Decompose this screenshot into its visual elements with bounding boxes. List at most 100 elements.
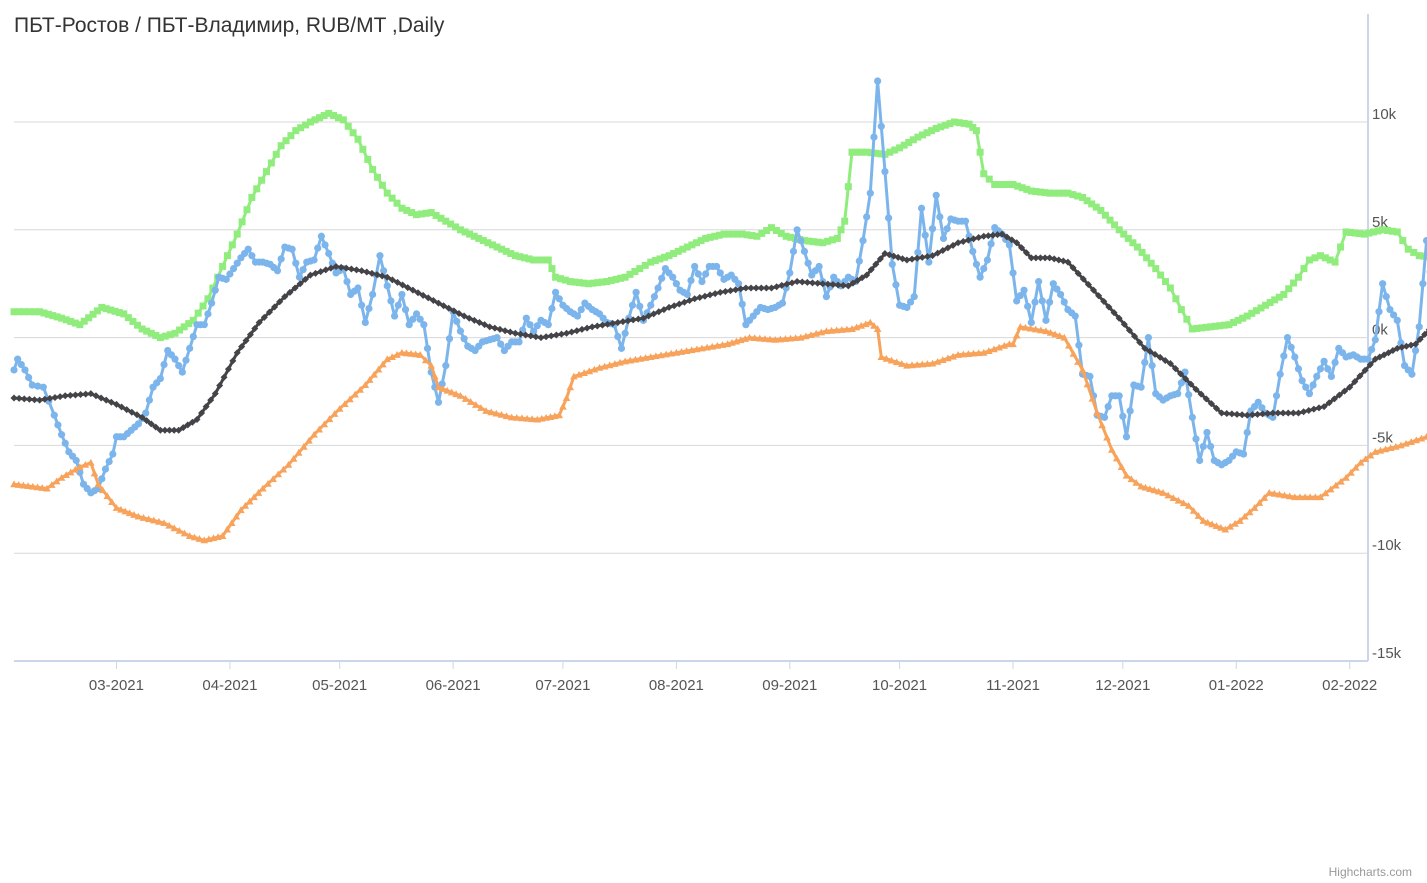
data-point[interactable] (1138, 248, 1146, 256)
data-point[interactable] (1018, 244, 1026, 252)
data-point[interactable] (1221, 525, 1230, 533)
data-point[interactable] (1111, 221, 1119, 229)
data-point[interactable] (734, 230, 742, 238)
data-point[interactable] (607, 276, 615, 284)
data-point[interactable] (660, 253, 668, 261)
data-point[interactable] (1088, 200, 1096, 208)
data-point[interactable] (259, 484, 267, 492)
data-point[interactable] (824, 280, 832, 288)
data-point[interactable] (645, 312, 653, 320)
data-point[interactable] (877, 122, 885, 130)
data-point[interactable] (1027, 254, 1035, 262)
data-point[interactable] (1337, 477, 1345, 485)
data-point[interactable] (1366, 451, 1375, 459)
data-point[interactable] (1342, 228, 1350, 236)
data-point[interactable] (497, 410, 506, 418)
data-point[interactable] (781, 335, 790, 342)
data-point[interactable] (1192, 435, 1200, 443)
data-point[interactable] (687, 276, 695, 285)
data-point[interactable] (954, 351, 962, 358)
data-point[interactable] (1422, 236, 1427, 245)
data-point[interactable] (245, 497, 254, 505)
data-point[interactable] (609, 319, 617, 327)
data-point[interactable] (263, 168, 271, 176)
data-point[interactable] (394, 278, 402, 286)
data-point[interactable] (706, 291, 714, 299)
data-point[interactable] (479, 237, 487, 245)
data-point[interactable] (1075, 341, 1083, 349)
data-point[interactable] (120, 310, 128, 318)
data-point[interactable] (339, 116, 347, 124)
data-point[interactable] (1234, 316, 1242, 324)
data-point[interactable] (34, 382, 42, 390)
data-point[interactable] (1141, 358, 1149, 366)
data-point[interactable] (1115, 226, 1123, 234)
data-point[interactable] (25, 373, 33, 382)
data-point[interactable] (405, 321, 413, 329)
data-point[interactable] (481, 321, 489, 329)
data-point[interactable] (1035, 277, 1043, 286)
data-point[interactable] (103, 492, 112, 500)
data-point[interactable] (251, 325, 259, 333)
data-point[interactable] (223, 525, 231, 533)
data-point[interactable] (863, 148, 871, 156)
data-point[interactable] (955, 119, 963, 127)
data-point[interactable] (1182, 375, 1190, 383)
data-point[interactable] (455, 309, 463, 317)
data-point[interactable] (598, 321, 606, 329)
data-point[interactable] (634, 315, 642, 323)
data-point[interactable] (513, 414, 521, 421)
data-point[interactable] (507, 250, 515, 258)
data-point[interactable] (296, 280, 304, 288)
data-point[interactable] (800, 247, 809, 255)
data-point[interactable] (1041, 189, 1049, 197)
data-point[interactable] (1008, 236, 1016, 244)
data-point[interactable] (639, 314, 647, 322)
data-point[interactable] (269, 475, 277, 483)
data-point[interactable] (1074, 192, 1082, 200)
data-point[interactable] (1275, 293, 1283, 301)
data-point[interactable] (198, 409, 206, 417)
data-point[interactable] (918, 131, 926, 139)
data-point[interactable] (786, 269, 794, 277)
data-point[interactable] (923, 253, 931, 261)
data-point[interactable] (1368, 345, 1376, 354)
data-point[interactable] (1422, 432, 1427, 440)
data-point[interactable] (1021, 323, 1030, 331)
data-point[interactable] (337, 263, 345, 271)
data-point[interactable] (526, 321, 534, 329)
data-point[interactable] (175, 362, 183, 370)
data-point[interactable] (248, 252, 256, 260)
data-point[interactable] (440, 302, 448, 310)
data-point[interactable] (232, 512, 241, 520)
data-point[interactable] (1415, 323, 1423, 331)
data-point[interactable] (1309, 381, 1317, 389)
data-point[interactable] (325, 249, 333, 258)
data-point[interactable] (171, 355, 179, 363)
data-point[interactable] (390, 312, 399, 320)
data-point[interactable] (520, 254, 528, 262)
data-point[interactable] (672, 280, 680, 288)
data-point[interactable] (289, 454, 298, 462)
data-point[interactable] (1071, 312, 1079, 320)
data-point[interactable] (354, 284, 362, 292)
data-point[interactable] (619, 318, 627, 326)
data-point[interactable] (1294, 273, 1302, 281)
data-point[interactable] (1083, 197, 1091, 205)
data-point[interactable] (271, 303, 279, 311)
data-point[interactable] (650, 310, 658, 318)
data-point[interactable] (124, 314, 132, 322)
data-point[interactable] (877, 353, 886, 361)
data-point[interactable] (424, 294, 432, 302)
data-point[interactable] (1106, 216, 1114, 224)
data-point[interactable] (43, 484, 51, 492)
data-point[interactable] (202, 403, 210, 411)
data-point[interactable] (987, 240, 995, 248)
data-point[interactable] (900, 141, 908, 149)
data-point[interactable] (1203, 428, 1211, 437)
data-point[interactable] (716, 269, 724, 277)
data-point[interactable] (844, 183, 852, 191)
data-point[interactable] (1243, 428, 1251, 437)
data-point[interactable] (1027, 187, 1035, 195)
data-point[interactable] (903, 361, 911, 369)
